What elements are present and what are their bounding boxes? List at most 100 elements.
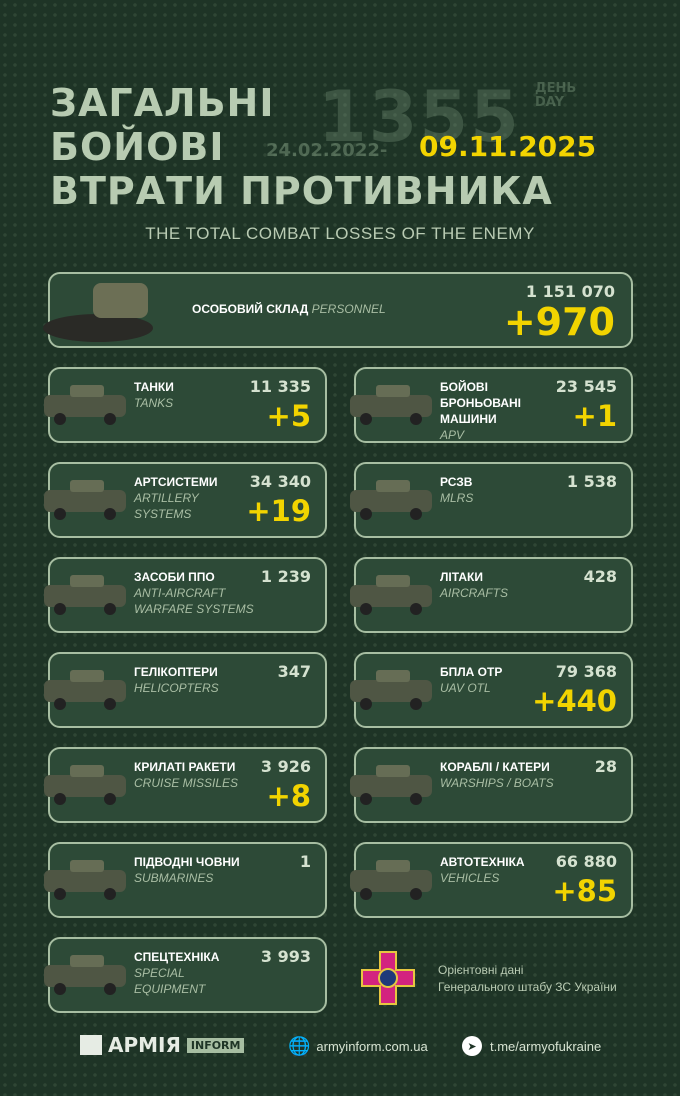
card-label: БПЛА ОТР UAV OTL bbox=[440, 664, 502, 696]
increase-value: +440 bbox=[532, 684, 617, 718]
title-line-2: БОЙОВІ bbox=[50, 125, 225, 169]
submarines-image bbox=[40, 852, 132, 902]
total-value: 23 545 bbox=[555, 377, 617, 396]
personnel-total: 1 151 070 bbox=[525, 282, 615, 301]
personnel-label: ОСОБОВИЙ СКЛАД PERSONNEL bbox=[192, 302, 386, 316]
subtitle: THE TOTAL COMBAT LOSSES OF THE ENEMY bbox=[145, 224, 535, 243]
label-ua: АВТОТЕХНІКА bbox=[440, 855, 525, 869]
source-line-2: Генерального штабу ЗС України bbox=[438, 980, 617, 994]
helicopters-image bbox=[40, 662, 132, 712]
total-value: 1 239 bbox=[260, 567, 311, 586]
logo-text: АРМІЯ bbox=[108, 1033, 181, 1057]
card-label: ТАНКИ TANKS bbox=[134, 379, 174, 411]
total-value: 66 880 bbox=[555, 852, 617, 871]
end-date: 09.11.2025 bbox=[419, 130, 597, 163]
label-ua: ЛІТАКИ bbox=[440, 570, 483, 584]
website-link[interactable]: 🌐 armyinform.com.ua bbox=[288, 1036, 428, 1057]
label-ua: РСЗВ bbox=[440, 475, 473, 489]
day-ua: ДЕНЬ bbox=[535, 81, 577, 96]
source-line-1: Орієнтовні дані bbox=[438, 963, 524, 977]
total-value: 11 335 bbox=[249, 377, 311, 396]
apv-image bbox=[346, 377, 438, 427]
card-label: ПІДВОДНІ ЧОВНИ SUBMARINES bbox=[134, 854, 240, 886]
start-date: 24.02.2022- bbox=[266, 140, 388, 161]
telegram-link[interactable]: ➤ t.me/armyofukraine bbox=[462, 1036, 601, 1056]
aircraft-image bbox=[346, 567, 438, 617]
label-ua: БПЛА ОТР bbox=[440, 665, 503, 679]
label-en: TANKS bbox=[134, 396, 174, 410]
total-value: 347 bbox=[277, 662, 311, 681]
day-number: 1355 bbox=[318, 76, 521, 158]
label-ua: КОРАБЛІ / КАТЕРИ bbox=[440, 760, 550, 774]
label-en: CRUISE MISSILES bbox=[134, 776, 239, 790]
card-uav: БПЛА ОТР UAV OTL 79 368 +440 bbox=[350, 652, 633, 728]
label-en: SPECIAL EQUIPMENT bbox=[134, 966, 206, 996]
card-personnel: ОСОБОВИЙ СКЛАД PERSONNEL 1 151 070 +970 bbox=[43, 272, 633, 348]
telegram-text: t.me/armyofukraine bbox=[490, 1038, 602, 1054]
day-en: DAY bbox=[535, 95, 565, 111]
increase-value: +1 bbox=[572, 399, 617, 433]
increase-value: +85 bbox=[552, 874, 617, 908]
increase-value: +5 bbox=[266, 399, 311, 433]
increase-value: +8 bbox=[266, 779, 311, 813]
total-value: 1 538 bbox=[566, 472, 617, 491]
label-ua: КРИЛАТІ РАКЕТИ bbox=[134, 760, 236, 774]
label-en: APV bbox=[440, 428, 465, 442]
website-text: armyinform.com.ua bbox=[316, 1039, 428, 1054]
card-tanks: ТАНКИ TANKS 11 335 +5 bbox=[44, 367, 327, 443]
total-value: 3 993 bbox=[260, 947, 311, 966]
card-label: РСЗВ MLRS bbox=[440, 474, 473, 506]
card-label: ГЕЛІКОПТЕРИ HELICOPTERS bbox=[134, 664, 219, 696]
day-label: ДЕНЬ DAY bbox=[535, 81, 577, 111]
label-en: MLRS bbox=[440, 491, 474, 505]
card-special-equipment: СПЕЦТЕХНІКА SPECIAL EQUIPMENT 3 993 bbox=[44, 937, 327, 1013]
logo-icon bbox=[80, 1035, 102, 1055]
label-en: AIRCRAFTS bbox=[440, 586, 509, 600]
personnel-en: PERSONNEL bbox=[311, 302, 386, 316]
card-apv: БОЙОВІ БРОНЬОВАНІ МАШИНИ APV 23 545 +1 bbox=[350, 367, 633, 443]
total-value: 428 bbox=[583, 567, 617, 586]
card-vehicles: АВТОТЕХНІКА VEHICLES 66 880 +85 bbox=[350, 842, 633, 918]
card-label: БОЙОВІ БРОНЬОВАНІ МАШИНИ APV bbox=[440, 379, 550, 443]
card-aircraft: ЛІТАКИ AIRCRAFTS 428 bbox=[350, 557, 633, 633]
title-line-1: ЗАГАЛЬНІ bbox=[50, 81, 275, 125]
total-value: 28 bbox=[594, 757, 617, 776]
source-note: Орієнтовні дані Генерального штабу ЗС Ук… bbox=[438, 962, 617, 996]
telegram-icon: ➤ bbox=[462, 1036, 482, 1056]
general-staff-emblem bbox=[360, 950, 416, 1010]
tanks-image bbox=[40, 377, 132, 427]
card-label: ЗАСОБИ ППО ANTI-AIRCRAFT WARFARE SYSTEMS bbox=[134, 569, 259, 617]
personnel-increase: +970 bbox=[503, 300, 615, 344]
label-en: SUBMARINES bbox=[134, 871, 214, 885]
globe-icon: 🌐 bbox=[288, 1036, 311, 1056]
label-en: VEHICLES bbox=[440, 871, 500, 885]
artillery-image bbox=[40, 472, 132, 522]
label-en: HELICOPTERS bbox=[134, 681, 219, 695]
card-artillery: АРТСИСТЕМИ ARTILLERY SYSTEMS 34 340 +19 bbox=[44, 462, 327, 538]
label-ua: СПЕЦТЕХНІКА bbox=[134, 950, 220, 964]
label-ua: АРТСИСТЕМИ bbox=[134, 475, 218, 489]
logo-badge: INFORM bbox=[186, 1037, 245, 1053]
card-submarines: ПІДВОДНІ ЧОВНИ SUBMARINES 1 bbox=[44, 842, 327, 918]
card-air-defense: ЗАСОБИ ППО ANTI-AIRCRAFT WARFARE SYSTEMS … bbox=[44, 557, 327, 633]
armyinform-logo: АРМІЯ INFORM bbox=[80, 1033, 245, 1057]
total-value: 79 368 bbox=[555, 662, 617, 681]
card-mlrs: РСЗВ MLRS 1 538 bbox=[350, 462, 633, 538]
personnel-ua: ОСОБОВИЙ СКЛАД bbox=[192, 302, 309, 316]
label-ua: БОЙОВІ БРОНЬОВАНІ МАШИНИ bbox=[440, 380, 522, 426]
personnel-image bbox=[38, 278, 168, 348]
uav-image bbox=[346, 662, 438, 712]
vehicles-image bbox=[346, 852, 438, 902]
card-cruise-missiles: КРИЛАТІ РАКЕТИ CRUISE MISSILES 3 926 +8 bbox=[44, 747, 327, 823]
total-value: 1 bbox=[299, 852, 311, 871]
increase-value: +19 bbox=[246, 494, 311, 528]
card-label: АВТОТЕХНІКА VEHICLES bbox=[440, 854, 525, 886]
total-value: 34 340 bbox=[249, 472, 311, 491]
warships-image bbox=[346, 757, 438, 807]
label-ua: ГЕЛІКОПТЕРИ bbox=[134, 665, 218, 679]
total-value: 3 926 bbox=[260, 757, 311, 776]
label-ua: ТАНКИ bbox=[134, 380, 174, 394]
special-equipment-image bbox=[40, 947, 132, 997]
card-label: КРИЛАТІ РАКЕТИ CRUISE MISSILES bbox=[134, 759, 238, 791]
label-en: ANTI-AIRCRAFT WARFARE SYSTEMS bbox=[134, 586, 254, 616]
